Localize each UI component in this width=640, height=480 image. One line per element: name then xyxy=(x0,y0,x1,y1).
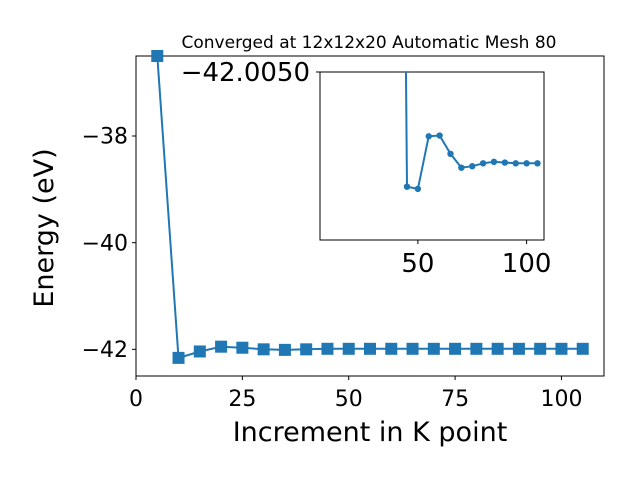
main-x-ticks: 0 25 50 75 100 xyxy=(129,376,582,412)
data-point xyxy=(491,342,504,355)
data-point xyxy=(534,160,541,167)
x-axis-label: Increment in K point xyxy=(233,417,508,448)
data-point xyxy=(193,345,206,358)
data-point xyxy=(490,158,498,166)
data-point xyxy=(321,342,334,355)
data-point xyxy=(403,183,411,190)
data-point xyxy=(427,342,440,355)
data-point xyxy=(300,343,313,356)
main-series xyxy=(151,50,589,364)
data-point xyxy=(151,50,164,62)
data-point xyxy=(470,342,483,355)
inset-plot-frame xyxy=(319,71,545,241)
data-point xyxy=(555,342,568,355)
data-point xyxy=(342,342,355,355)
inset-series xyxy=(403,72,541,193)
x-tick-label: 100 xyxy=(502,249,552,279)
data-point xyxy=(512,160,519,167)
data-point xyxy=(479,160,487,167)
data-point xyxy=(385,342,398,355)
data-point xyxy=(257,343,270,356)
x-tick-label: 50 xyxy=(335,387,363,412)
data-point xyxy=(534,342,547,355)
x-tick-label: 25 xyxy=(228,387,256,412)
x-tick-label: 0 xyxy=(129,387,143,412)
x-tick-label: 75 xyxy=(441,387,469,412)
data-point xyxy=(278,343,291,356)
x-tick-label: 100 xyxy=(540,387,582,412)
data-point xyxy=(425,133,432,140)
data-point xyxy=(449,342,462,355)
data-point xyxy=(523,160,530,167)
data-point xyxy=(436,132,443,139)
y-tick-label: −42.0050 xyxy=(181,58,310,88)
data-point xyxy=(512,342,525,355)
data-point xyxy=(364,342,376,355)
y-axis-label: Energy (eV) xyxy=(29,148,60,307)
y-tick-label: −40 xyxy=(82,231,128,256)
data-point xyxy=(172,351,185,364)
data-point xyxy=(576,342,589,355)
data-point xyxy=(236,341,249,354)
y-tick-label: −42 xyxy=(82,338,128,363)
inset-x-ticks: 50 100 xyxy=(401,240,551,279)
data-point xyxy=(215,340,228,353)
data-point xyxy=(501,159,509,166)
y-tick-label: −38 xyxy=(82,125,128,150)
x-tick-label: 50 xyxy=(401,249,434,279)
main-y-ticks: −38 −40 −42 xyxy=(82,125,136,363)
data-point xyxy=(406,342,419,355)
data-point xyxy=(458,164,465,171)
data-point xyxy=(447,150,454,158)
data-point xyxy=(414,185,422,193)
chart-title: Converged at 12x12x20 Automatic Mesh 80 xyxy=(182,33,557,53)
data-point xyxy=(469,163,476,170)
